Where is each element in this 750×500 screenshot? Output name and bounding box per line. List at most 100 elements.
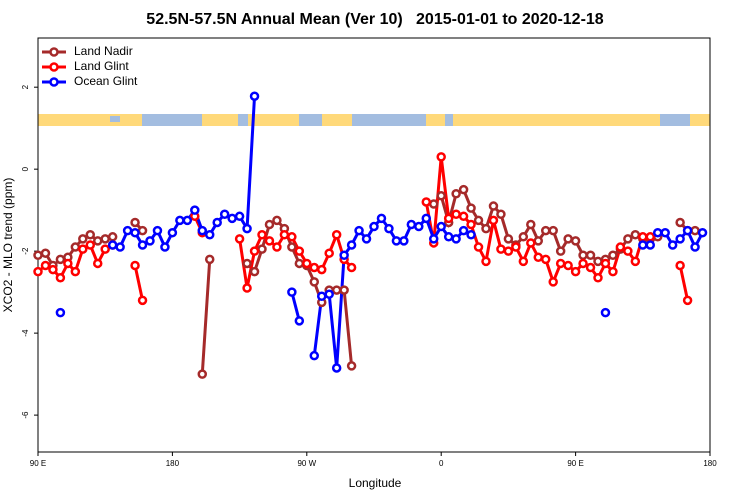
data-point <box>272 242 282 252</box>
data-point <box>638 240 648 250</box>
data-point <box>204 254 215 265</box>
data-point <box>623 234 633 244</box>
data-point <box>78 244 88 254</box>
data-point <box>190 205 200 215</box>
y-tick-label: -4 <box>21 329 30 337</box>
data-point <box>55 254 66 265</box>
data-point <box>122 225 133 236</box>
data-point <box>466 230 476 240</box>
data-point <box>107 240 118 250</box>
y-tick-label: 0 <box>21 166 30 171</box>
data-point <box>287 242 297 252</box>
data-point <box>294 258 305 269</box>
data-point <box>346 262 357 273</box>
data-point <box>331 363 342 373</box>
data-point <box>302 258 312 269</box>
plot-frame <box>37 37 711 453</box>
data-point <box>675 234 685 244</box>
data-point <box>48 264 58 275</box>
data-point <box>466 219 476 230</box>
data-point <box>85 240 96 250</box>
data-point <box>279 230 290 240</box>
data-point <box>563 234 573 244</box>
data-point <box>660 227 670 238</box>
data-point <box>384 223 394 234</box>
data-point <box>361 234 372 244</box>
data-point <box>533 236 544 246</box>
x-axis-label: Longitude <box>349 476 402 490</box>
data-point <box>234 234 245 244</box>
data-point <box>630 256 641 267</box>
data-point <box>197 369 208 379</box>
data-point <box>593 256 603 267</box>
data-point <box>130 227 140 238</box>
x-tick-label: 90 E <box>567 459 583 468</box>
data-point <box>272 215 282 226</box>
data-point <box>630 230 641 240</box>
data-point <box>309 262 320 273</box>
legend-label: Ocean Glint <box>74 74 138 88</box>
data-point <box>675 217 685 228</box>
data-point <box>578 258 588 269</box>
data-point <box>242 223 252 234</box>
data-point <box>346 361 357 371</box>
data-point <box>466 203 476 213</box>
data-point <box>555 258 566 269</box>
data-point <box>33 266 43 277</box>
legend-label: Land Glint <box>74 59 129 73</box>
data-point <box>518 256 529 267</box>
data-point <box>548 277 558 287</box>
data-point <box>130 217 140 228</box>
data-point <box>242 283 252 293</box>
data-point <box>623 246 633 256</box>
data-point <box>92 236 103 246</box>
data-point <box>578 250 588 260</box>
data-point <box>249 91 260 101</box>
data-point <box>219 209 230 220</box>
y-tick-label: -6 <box>21 411 30 419</box>
data-point <box>458 184 469 195</box>
data-point <box>376 213 387 224</box>
data-point <box>555 246 566 256</box>
legend-label: Land Nadir <box>74 44 133 58</box>
data-point <box>421 213 432 224</box>
data-point <box>436 221 446 232</box>
data-point <box>257 230 267 240</box>
data-point <box>518 232 529 242</box>
data-point <box>287 232 297 242</box>
data-point <box>548 225 558 236</box>
data-point <box>264 236 275 246</box>
data-point <box>570 266 581 277</box>
data-point <box>85 230 96 240</box>
data-point <box>324 289 334 299</box>
data-point <box>40 248 51 258</box>
y-tick-label: 2 <box>21 84 30 89</box>
data-point <box>585 250 596 260</box>
x-tick-label: 180 <box>703 459 717 468</box>
data-point <box>324 248 334 258</box>
data-point <box>70 266 81 277</box>
data-point <box>697 227 708 238</box>
y-axis-label: XCO2 - MLO trend (ppm) <box>1 178 15 313</box>
data-point <box>690 242 700 252</box>
data-point <box>204 230 215 240</box>
data-point <box>316 291 327 301</box>
data-point <box>369 221 379 232</box>
data-point <box>391 236 402 246</box>
data-point <box>511 242 521 252</box>
data-point <box>294 316 305 326</box>
data-point <box>451 234 461 244</box>
data-point <box>100 234 110 244</box>
data-point <box>488 215 499 226</box>
data-point <box>503 234 514 244</box>
data-point <box>33 250 43 260</box>
data-point <box>160 242 170 252</box>
data-point <box>526 219 536 230</box>
data-point <box>608 250 618 260</box>
data-point <box>287 287 297 297</box>
y-tick-label: -2 <box>21 247 30 255</box>
legend-marker <box>49 77 59 87</box>
data-point <box>92 258 103 269</box>
data-point <box>458 225 469 236</box>
legend-marker <box>49 62 59 72</box>
